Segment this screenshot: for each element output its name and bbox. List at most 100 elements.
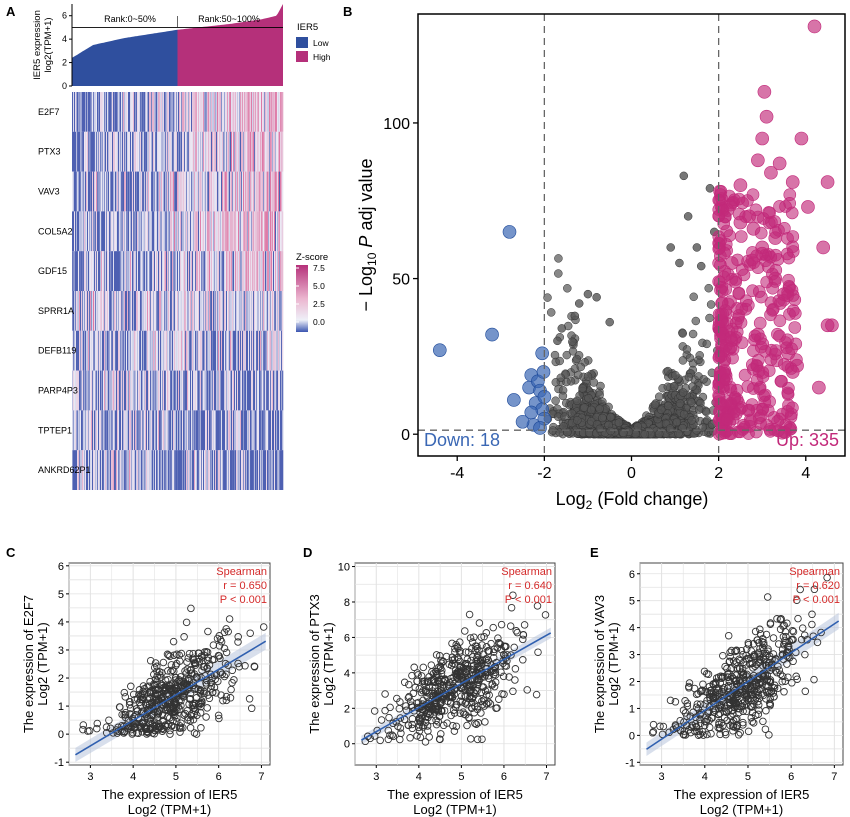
heatmap-cell bbox=[108, 92, 110, 132]
heatmap-cell bbox=[89, 211, 91, 252]
heatmap-cell bbox=[277, 450, 279, 490]
heatmap-cell bbox=[247, 370, 249, 411]
point-up bbox=[788, 321, 802, 334]
heatmap-cell bbox=[214, 330, 216, 371]
heatmap-cell bbox=[245, 251, 247, 291]
heatmap-cell bbox=[138, 291, 140, 331]
point-up bbox=[724, 256, 739, 270]
point-up bbox=[721, 267, 735, 281]
heatmap-row-label: COL5A2 bbox=[38, 226, 73, 236]
heatmap-cell bbox=[91, 92, 93, 132]
heatmap-cell bbox=[127, 291, 129, 331]
heatmap-cell bbox=[94, 131, 96, 172]
heatmap-cell bbox=[219, 171, 221, 212]
heatmap-cell bbox=[130, 211, 132, 252]
heatmap-cell bbox=[282, 211, 284, 252]
heatmap-cell bbox=[225, 171, 227, 212]
point-not-significant bbox=[706, 300, 716, 309]
heatmap-cell bbox=[235, 211, 237, 252]
heatmap-cell bbox=[274, 330, 276, 371]
heatmap-cell bbox=[201, 251, 203, 291]
heatmap-cell bbox=[262, 131, 264, 172]
heatmap-cell bbox=[208, 370, 210, 411]
heatmap-cell bbox=[256, 291, 258, 331]
heatmap-cell bbox=[148, 251, 150, 291]
heatmap-cell bbox=[113, 211, 115, 252]
heatmap-cell bbox=[81, 291, 83, 331]
heatmap-cell bbox=[244, 131, 246, 172]
point-up bbox=[745, 253, 759, 267]
heatmap-cell bbox=[224, 171, 226, 212]
heatmap-cell bbox=[252, 251, 254, 291]
heatmap-cell bbox=[278, 330, 280, 371]
heatmap-cell bbox=[83, 291, 85, 331]
heatmap-cell bbox=[157, 171, 159, 212]
heatmap-cell bbox=[108, 291, 110, 331]
heatmap-cell bbox=[213, 450, 215, 490]
heatmap-cell bbox=[272, 92, 274, 132]
heatmap-cell bbox=[133, 211, 135, 252]
heatmap-cell bbox=[225, 450, 227, 490]
heatmap-cell bbox=[240, 410, 242, 451]
heatmap-cell bbox=[78, 131, 80, 172]
heatmap-cell bbox=[95, 171, 97, 212]
heatmap-cell bbox=[231, 330, 233, 371]
heatmap-cell bbox=[127, 211, 129, 252]
heatmap-cell bbox=[99, 330, 101, 371]
heatmap-cell bbox=[165, 251, 167, 291]
heatmap-cell bbox=[244, 330, 246, 371]
heatmap-cell bbox=[106, 92, 108, 132]
heatmap-cell bbox=[196, 370, 198, 411]
heatmap-cell bbox=[129, 330, 131, 371]
heatmap-cell bbox=[230, 92, 232, 132]
heatmap-cell bbox=[251, 450, 253, 490]
heatmap-cell bbox=[137, 211, 139, 252]
heatmap-cell bbox=[89, 370, 91, 411]
heatmap-cell bbox=[262, 450, 264, 490]
heatmap-cell bbox=[75, 450, 77, 490]
heatmap-cell bbox=[190, 171, 192, 212]
heatmap-cell bbox=[85, 131, 87, 172]
heatmap-cell bbox=[165, 330, 167, 371]
heatmap-cell bbox=[193, 131, 195, 172]
heatmap-cell bbox=[153, 171, 155, 212]
heatmap-cell bbox=[140, 330, 142, 371]
heatmap-cell bbox=[166, 92, 168, 132]
heatmap-cell bbox=[87, 251, 89, 291]
heatmap-cell bbox=[241, 330, 243, 371]
heatmap-cell bbox=[152, 92, 154, 132]
heatmap-cell bbox=[240, 330, 242, 371]
heatmap-cell bbox=[101, 251, 103, 291]
heatmap-cell bbox=[136, 171, 138, 212]
heatmap-cell bbox=[179, 410, 181, 451]
heatmap-cell bbox=[236, 291, 238, 331]
heatmap-cell bbox=[117, 330, 119, 371]
heatmap-cell bbox=[260, 251, 262, 291]
heatmap-cell bbox=[116, 450, 118, 490]
heatmap-cell bbox=[212, 131, 214, 172]
heatmap-cell bbox=[129, 92, 131, 132]
heatmap-cell bbox=[207, 92, 209, 132]
heatmap-cell bbox=[89, 171, 91, 212]
heatmap-cell bbox=[253, 251, 255, 291]
heatmap-cell bbox=[190, 450, 192, 490]
heatmap-cell bbox=[142, 291, 144, 331]
heatmap-cell bbox=[210, 450, 212, 490]
heatmap-cell bbox=[93, 171, 95, 212]
heatmap-cell bbox=[186, 370, 188, 411]
heatmap-cell bbox=[142, 131, 144, 172]
heatmap-cell bbox=[80, 370, 82, 411]
heatmap-cell bbox=[268, 251, 270, 291]
heatmap-cell bbox=[122, 330, 124, 371]
heatmap-cell bbox=[233, 131, 235, 172]
heatmap-cell bbox=[248, 131, 250, 172]
heatmap-cell bbox=[125, 251, 127, 291]
heatmap-cell bbox=[236, 131, 238, 172]
point-up bbox=[720, 224, 734, 238]
heatmap-cell bbox=[223, 171, 225, 212]
heatmap-cell bbox=[89, 251, 91, 291]
heatmap-cell bbox=[141, 92, 143, 132]
heatmap-cell bbox=[136, 370, 138, 411]
heatmap-cell bbox=[239, 291, 241, 331]
heatmap-cell bbox=[199, 370, 201, 411]
